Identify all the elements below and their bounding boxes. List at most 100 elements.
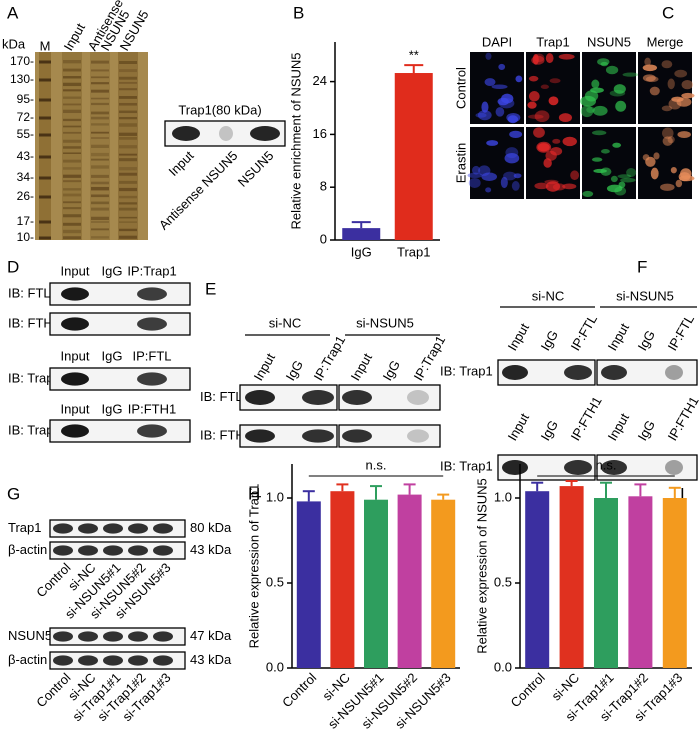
bar [330,491,355,668]
gel-band [91,144,109,148]
gel-band [63,82,81,87]
marker-label: 26- [17,189,34,203]
marker-label: 95- [17,92,34,106]
blot-band [61,317,89,331]
blot-band [128,523,148,534]
size-label: 43 kDa [190,652,232,667]
bar [559,486,584,668]
gel-band [91,111,109,115]
lane-label: IgG [380,358,403,384]
lane-label: IgG [635,328,658,354]
blot-band [407,390,429,405]
blot-band [250,126,280,141]
blot-band [153,545,173,556]
gel-band [119,81,137,84]
gel-band [63,109,81,114]
unit-label: kDa [2,36,26,51]
cell [498,63,506,71]
gel-band [91,216,109,221]
bar [397,494,422,668]
cell [642,74,656,82]
lane-label: Input [61,263,90,278]
cell [597,58,610,66]
lane-label: Input [61,401,90,416]
bar [525,491,550,668]
y-tick-label: 0.5 [266,574,284,589]
cell [481,101,489,113]
row-label: IB: FTH1 [200,427,252,442]
lane-label: IgG [102,401,123,416]
bar [342,228,381,240]
lane-label: Input [605,320,633,353]
size-label: 80 kDa [190,520,232,535]
lane-label: IP:FTL [665,312,697,353]
cell [677,131,691,139]
blot-band [665,460,683,475]
bar [431,499,456,668]
gel-band [91,221,109,223]
lane-label: Input [348,350,376,383]
cell [543,158,552,168]
cell [649,86,660,96]
cell [515,75,523,83]
blot-band [53,655,73,666]
cell [600,149,610,154]
gel-band [91,165,109,169]
x-tick-label: IgG [351,244,372,259]
marker-band [39,116,51,120]
lane-label: Input [61,20,89,53]
gel-band [63,96,81,99]
size-label: 47 kDa [190,628,232,643]
inset-title: Trap1(80 kDa) [178,102,261,117]
column-label: Merge [647,34,684,49]
gel-band [63,229,81,234]
cell [592,105,608,116]
blot-band [103,545,123,556]
gel-band [119,102,137,106]
group-label: si-NC [269,315,302,330]
column-label: Trap1 [536,34,569,49]
row-label: IB: FTL [8,285,51,300]
lane-label: IP:Trap1 [311,333,349,383]
cell [484,78,496,87]
gel-band [119,145,137,149]
y-tick-label: 1.0 [266,489,284,504]
cell [552,183,566,191]
micrograph [470,127,524,199]
blot-band [103,655,123,666]
gel-band [63,139,81,143]
marker-label: 34- [17,170,34,184]
lane-label: IgG [102,263,123,278]
blot-band [245,390,275,405]
gel-band [119,195,137,199]
cell [527,101,537,109]
cell [580,95,596,107]
blot-band [564,365,592,380]
gel-band [63,167,81,170]
x-tick-label: Control [508,670,548,710]
gel-band [63,207,81,210]
blot-band [78,523,98,534]
gel-band [119,116,137,120]
blot-band [153,523,173,534]
gel-band [91,123,109,126]
cell [591,157,603,162]
gel-band [119,158,137,162]
lane-label: M [40,38,51,53]
blot-band [137,317,167,331]
cell [532,53,539,65]
gel-band [119,228,137,232]
blot-band [153,655,173,666]
cell [467,172,483,179]
gel-band [119,88,137,91]
blot-band [53,523,73,534]
y-tick-label: 16 [313,126,327,141]
marker-label: 130- [10,72,34,86]
blot-band [172,126,200,141]
lane-label: IP:Trap1 [127,263,176,278]
cell [620,177,636,183]
cell [504,153,520,164]
gel-band [91,137,109,140]
cell [605,65,619,75]
cell [642,154,650,161]
